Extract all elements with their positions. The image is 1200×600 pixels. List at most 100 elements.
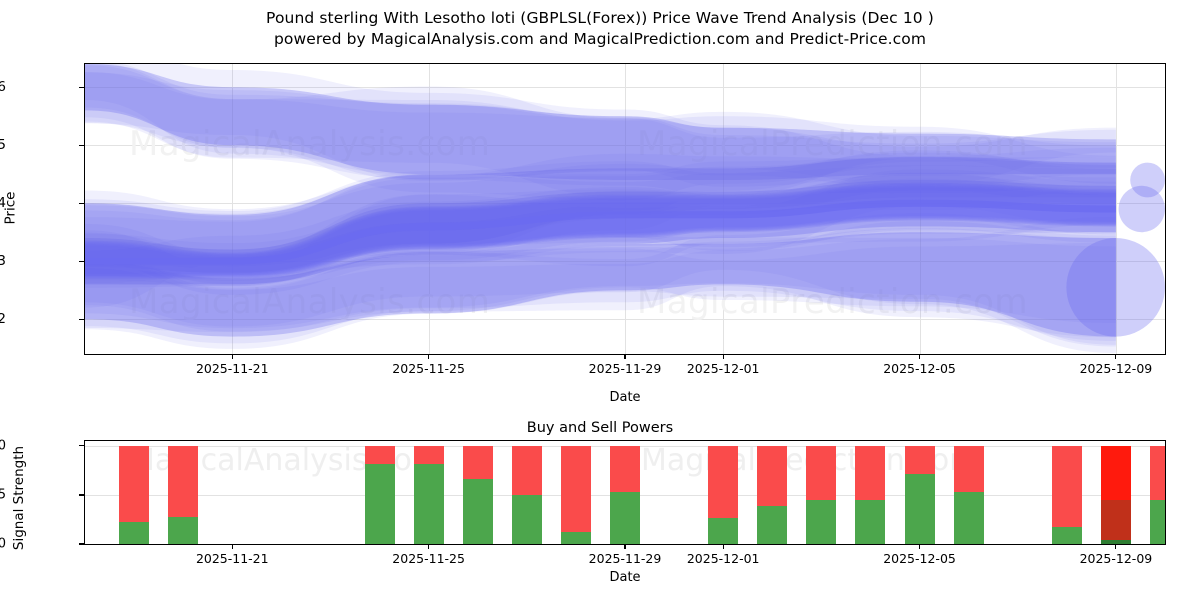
price-xtick-mark-0 [231,354,233,359]
signal-bar[interactable] [413,445,444,544]
signal-bar[interactable] [364,445,395,544]
signal-bar-sell-segment [511,445,542,495]
signal-xtick-label-5: 2025-12-09 [1079,551,1153,566]
signal-bar-buy-segment [953,492,984,544]
wave-band-overlay-0-1 [85,64,1116,187]
price-xtick-mark-5 [1115,354,1117,359]
wave-band-overlay-3-1 [85,242,1116,354]
signal-bar[interactable] [806,445,837,544]
signal-bar[interactable] [1150,445,1165,544]
signal-bar[interactable] [855,445,886,544]
wave-band-right-cap-1 [1118,185,1165,233]
signal-xtick-mark-1 [428,544,430,549]
price-xtick-mark-4 [918,354,921,359]
signal-bar[interactable] [610,445,640,544]
wave-band-overlay-2-3 [85,174,1116,284]
price-ytick-label-4: 22.6 [0,79,6,96]
signal-ytick-label-1: 0.5 [0,487,6,503]
wave-band-overlay-0-4 [85,72,1116,198]
signal-bar-buy-segment [364,463,395,544]
price-xtick-mark-3 [722,354,724,359]
wave-band-overlay-1-1 [85,150,1116,281]
price-ytick-mark-1 [79,260,84,262]
signal-bar-buy-segment [168,516,199,544]
wave-band-overlay-0-2 [85,72,1116,196]
signal-bar[interactable] [1051,445,1082,544]
signal-bar-sell-segment [462,445,493,480]
signal-bar-sell-segment [904,445,935,475]
signal-chart-plot-area: MagicalAnalysis.com MagicalPrediction.co… [84,440,1166,545]
wave-core-highlight-4 [85,187,1116,274]
price-gridline-x-3 [723,64,725,354]
signal-bar-buy-segment [610,492,640,544]
signal-bar-sell-segment [610,445,640,493]
signal-bar[interactable] [119,445,150,544]
price-xtick-label-5: 2025-12-09 [1079,361,1153,376]
wave-band-overlay-3-4 [85,235,1116,345]
signal-bar-sell-segment [364,445,395,464]
wave-band-overlay-0-0 [85,64,1116,188]
signal-ytick-label-0: 0.0 [0,536,6,552]
signal-bar-buy-segment [855,499,886,544]
price-ytick-mark-0 [79,318,84,320]
price-ytick-mark-3 [79,144,84,146]
signal-bar-sell-segment [168,445,199,517]
price-xtick-label-0: 2025-11-21 [195,361,269,376]
wave-band-overlay-3-3 [85,228,1116,349]
signal-bar[interactable] [462,445,493,544]
price-ytick-label-0: 22.2 [0,311,6,328]
signal-bar-buy-segment [904,474,935,544]
price-xtick-label-4: 2025-12-05 [883,361,956,376]
signal-bar-buy-segment [1150,499,1165,544]
signal-xtick-label-3: 2025-12-01 [686,551,760,566]
price-ytick-label-3: 22.5 [0,137,6,154]
page-title: Pound sterling With Lesotho loti (GBPLSL… [0,8,1200,50]
signal-bar[interactable] [560,445,591,544]
price-gridline-x-1 [428,64,430,354]
signal-bar[interactable] [1100,445,1131,544]
wave-band-overlay-0-5 [85,64,1116,186]
price-chart-plot-area: MagicalAnalysis.com MagicalPrediction.co… [84,63,1166,355]
wave-band-overlay-2-2 [85,172,1116,288]
signal-bar[interactable] [757,445,788,544]
signal-bar[interactable] [168,445,199,544]
signal-bar-strong-sell-segment [1100,445,1131,500]
wave-band-overlay-3-2 [85,216,1116,338]
signal-xtick-label-2: 2025-11-29 [588,551,662,566]
signal-bar[interactable] [904,445,935,544]
wave-band-right-cap-0 [1130,162,1165,198]
title-line-2: powered by MagicalAnalysis.com and Magic… [273,30,927,48]
wave-band-overlay-2-1 [85,178,1116,308]
signal-bar-buy-segment [708,517,739,544]
signal-bar[interactable] [511,445,542,544]
signal-bar-buy-segment [806,499,837,544]
price-ytick-label-1: 22.3 [0,253,6,270]
price-wave-bands [85,64,1165,354]
signal-bar-buy-segment [413,463,444,544]
signal-bar[interactable] [953,445,984,544]
signal-xtick-label-0: 2025-11-21 [195,551,269,566]
wave-band-upper-envelope-band [85,64,1116,180]
signal-bar-buy-segment [462,479,493,544]
signal-bar-sell-segment [1051,445,1082,528]
signal-bar-sell-segment [560,445,591,533]
signal-bar-buy-segment [1051,527,1082,544]
price-xtick-label-1: 2025-11-25 [392,361,465,376]
signal-ytick-mark-2 [79,445,84,447]
signal-ytick-mark-0 [79,543,84,545]
signal-bar-sell-segment [119,445,150,523]
price-x-axis-label: Date [609,390,641,405]
signal-bar-sell-segment [1150,445,1165,500]
price-gridline-x-5 [1115,64,1117,354]
signal-xtick-mark-5 [1115,544,1117,549]
signal-bar[interactable] [708,445,739,544]
price-gridline-x-4 [919,64,921,354]
signal-y-axis-label: Signal Strength [11,445,28,551]
price-xtick-label-3: 2025-12-01 [686,361,760,376]
wave-band-overlay-1-2 [85,165,1116,285]
signal-bar-sell-segment [855,445,886,500]
signal-xtick-mark-2 [624,544,626,549]
price-ytick-mark-2 [79,202,84,204]
price-xtick-label-2: 2025-11-29 [588,361,662,376]
price-ytick-mark-4 [79,86,84,88]
